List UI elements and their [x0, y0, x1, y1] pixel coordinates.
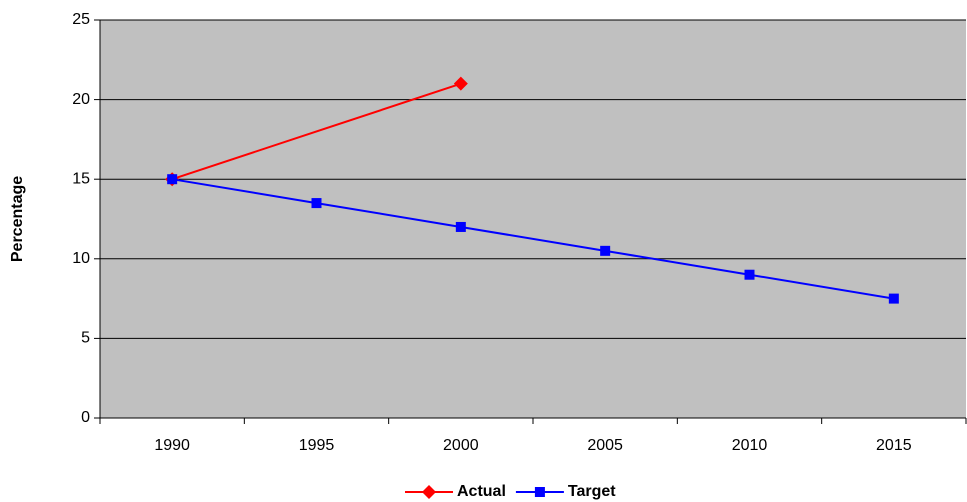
- marker: [167, 174, 178, 185]
- y-tick-label: 25: [72, 11, 90, 28]
- series-line: [171, 82, 462, 181]
- legend-label: Actual: [457, 483, 506, 500]
- marker: [453, 76, 468, 91]
- y-tick-label: 0: [81, 409, 90, 426]
- marker: [534, 487, 545, 497]
- marker: [744, 269, 755, 280]
- marker: [455, 221, 466, 232]
- y-tick-label: 15: [72, 170, 90, 187]
- x-tick-label: 2005: [587, 437, 623, 454]
- y-tick-label: 20: [72, 91, 90, 108]
- legend-label: Target: [568, 483, 616, 500]
- marker: [311, 198, 322, 209]
- x-tick-label: 2015: [876, 437, 912, 454]
- x-tick-label: 1990: [154, 437, 190, 454]
- x-tick-label: 2000: [443, 437, 479, 454]
- y-axis-title: Percentage: [9, 176, 26, 262]
- y-tick-label: 5: [81, 330, 90, 347]
- y-tick-label: 10: [72, 250, 90, 267]
- plot-area: [100, 20, 966, 418]
- marker: [600, 245, 611, 256]
- series-line: [172, 178, 894, 300]
- x-tick-label: 1995: [299, 437, 335, 454]
- marker: [888, 293, 899, 304]
- marker: [422, 485, 436, 499]
- x-tick-label: 2010: [732, 437, 768, 454]
